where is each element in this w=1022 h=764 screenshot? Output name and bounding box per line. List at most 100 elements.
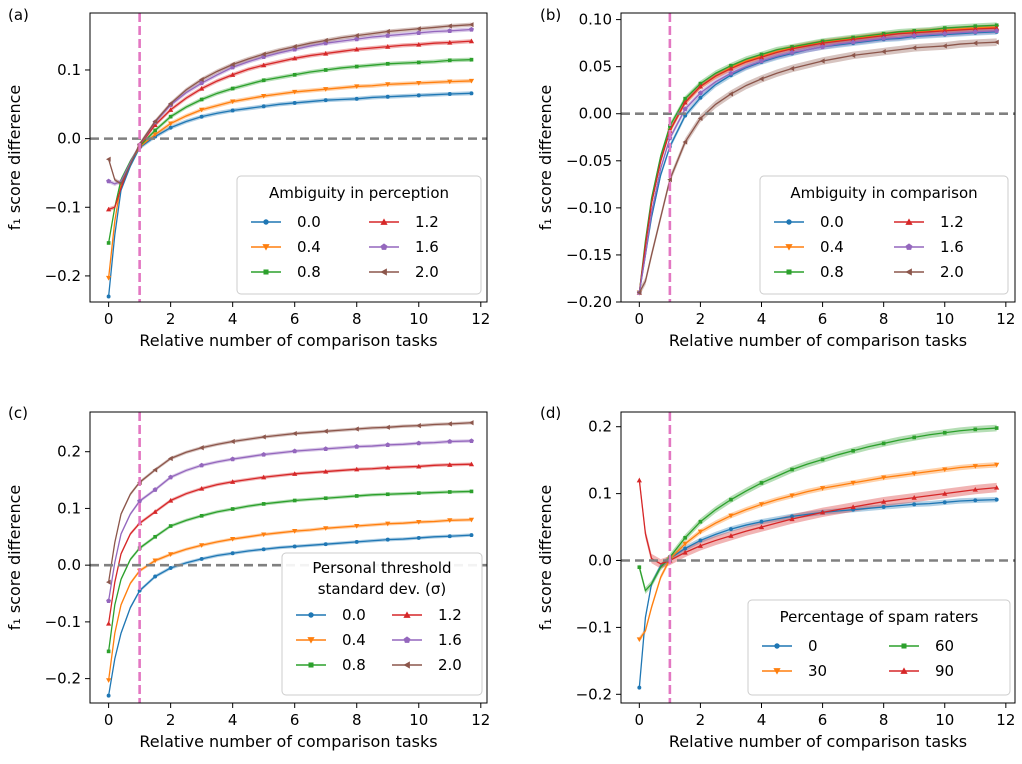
legend-label: 1.2 <box>415 213 439 231</box>
data-point <box>447 58 452 63</box>
data-point <box>636 477 642 483</box>
axes-frame <box>89 12 488 303</box>
data-point <box>354 33 359 39</box>
x-axis-label: Relative number of comparison tasks <box>139 732 437 751</box>
data-point <box>942 467 948 473</box>
x-tick-label: 8 <box>879 711 889 729</box>
data-point <box>636 289 642 296</box>
data-point <box>697 90 703 96</box>
data-point <box>994 462 1000 468</box>
data-point <box>230 551 235 556</box>
data-point <box>789 49 795 55</box>
data-point <box>168 497 174 503</box>
x-tick-label: 0 <box>635 711 645 729</box>
x-tick: 6 <box>290 302 299 328</box>
series-line-1.2 <box>107 463 472 624</box>
legend-label: 0 <box>808 637 818 655</box>
data-point <box>758 54 765 60</box>
data-point <box>468 78 475 84</box>
data-point <box>230 479 236 484</box>
data-point <box>230 99 236 105</box>
data-point <box>137 498 143 504</box>
data-point <box>973 24 978 28</box>
legend-label: 1.6 <box>940 238 964 256</box>
data-point <box>850 480 856 486</box>
data-point <box>911 32 917 38</box>
x-tick: 2 <box>696 302 706 328</box>
y-tick-label: −0.2 <box>45 670 81 688</box>
data-point <box>385 442 391 447</box>
data-point <box>820 457 825 462</box>
legend-title: Ambiguity in comparison <box>790 184 977 202</box>
data-point <box>354 46 360 52</box>
y-tick: −0.1 <box>45 613 90 631</box>
y-axis-label: f₁ score difference <box>5 85 24 231</box>
x-tick-label: 4 <box>228 310 238 328</box>
data-point <box>152 122 158 127</box>
data-point <box>972 487 978 492</box>
series-line-1.2 <box>638 27 997 293</box>
data-point <box>447 92 452 96</box>
y-tick-label: 0.0 <box>57 556 81 574</box>
x-tick: 12 <box>996 703 1015 729</box>
data-point <box>994 23 999 28</box>
data-point <box>759 58 764 64</box>
data-point <box>819 509 826 515</box>
data-point <box>758 502 765 507</box>
data-point <box>292 100 297 105</box>
x-tick-label: 10 <box>409 711 428 729</box>
legend-marker <box>263 269 269 275</box>
data-point <box>152 509 158 514</box>
x-tick: 12 <box>996 302 1015 328</box>
data-point <box>292 544 297 549</box>
data-point <box>819 486 826 491</box>
data-point <box>168 121 174 127</box>
data-point <box>881 499 887 504</box>
legend-marker <box>901 643 907 649</box>
legend-label: 1.6 <box>438 631 462 649</box>
legend-marker <box>403 636 411 643</box>
data-point <box>106 294 111 299</box>
data-point <box>168 455 173 462</box>
panel-label: (b) <box>540 6 561 24</box>
y-tick: 0.0 <box>588 552 621 570</box>
data-point <box>323 68 328 72</box>
legend-marker <box>403 661 410 669</box>
legend-label: 2.0 <box>940 263 964 281</box>
series-line-0.4 <box>107 519 472 681</box>
data-point <box>385 424 390 430</box>
x-tick-label: 0 <box>104 711 114 729</box>
data-point <box>973 498 978 503</box>
data-point <box>683 535 687 540</box>
x-tick: 2 <box>166 703 175 729</box>
y-tick-label: 0.05 <box>579 58 612 76</box>
data-point <box>323 37 328 44</box>
data-point <box>323 446 329 451</box>
data-point <box>292 529 298 534</box>
data-point <box>385 33 391 38</box>
data-point <box>168 566 173 570</box>
legend-box <box>281 552 483 696</box>
data-point <box>354 523 360 529</box>
legend-entry-1.2: 1.2 <box>392 606 462 624</box>
x-tick: 6 <box>290 703 299 729</box>
data-point <box>682 99 688 105</box>
data-point <box>416 491 421 495</box>
data-point <box>469 26 474 32</box>
legend-marker <box>905 268 912 276</box>
data-point <box>199 485 205 491</box>
x-tick-label: 2 <box>696 310 706 328</box>
data-point <box>819 58 825 64</box>
legend-entry-30: 30 <box>762 662 827 680</box>
x-tick-label: 12 <box>996 310 1015 328</box>
legend-entry-1.2: 1.2 <box>369 213 439 231</box>
data-point <box>790 514 794 519</box>
series-line-2.0 <box>107 24 472 185</box>
legend-entry-0.4: 0.4 <box>251 238 321 256</box>
x-tick: 12 <box>471 302 490 328</box>
data-point <box>697 83 704 89</box>
series-line-0.8 <box>107 59 472 244</box>
data-point <box>911 495 917 500</box>
legend-title: Percentage of spam raters <box>780 608 979 626</box>
